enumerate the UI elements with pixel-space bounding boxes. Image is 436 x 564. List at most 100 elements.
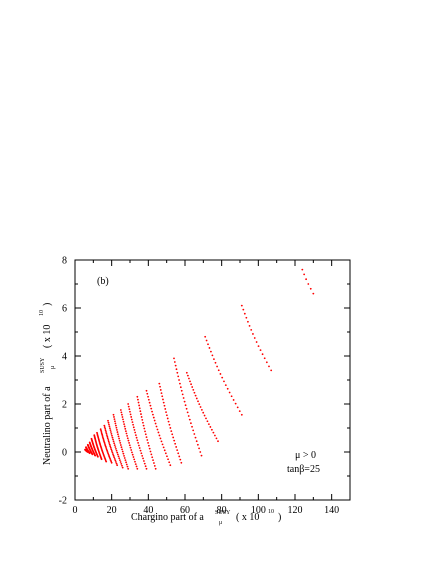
data-point — [150, 407, 153, 410]
data-point — [106, 449, 109, 452]
data-point — [185, 371, 188, 374]
y-tick-label: -2 — [59, 496, 67, 507]
data-point — [154, 422, 157, 425]
data-point — [198, 447, 200, 450]
data-point — [117, 433, 119, 436]
data-point — [139, 449, 142, 452]
data-point — [124, 459, 127, 462]
data-point — [119, 461, 122, 463]
data-point — [134, 460, 136, 463]
data-point — [112, 453, 114, 456]
data-point — [116, 431, 119, 433]
data-point — [232, 399, 235, 401]
data-point — [128, 442, 131, 444]
data-point — [247, 320, 249, 323]
data-point — [113, 444, 116, 447]
data-point — [111, 451, 114, 454]
data-point — [206, 420, 209, 423]
data-point — [268, 365, 270, 368]
data-point — [107, 421, 110, 424]
data-point — [132, 456, 135, 458]
data-point — [109, 459, 112, 462]
data-point — [136, 439, 139, 442]
svg-text:10: 10 — [39, 310, 45, 316]
data-point — [128, 444, 131, 447]
data-point — [176, 449, 179, 452]
y-tick-label: 8 — [62, 256, 67, 267]
data-point — [127, 405, 130, 408]
y-tick-label: 4 — [62, 352, 67, 363]
data-point — [122, 452, 125, 455]
data-point — [109, 445, 112, 448]
data-point — [162, 446, 165, 449]
data-point — [190, 422, 192, 425]
data-point — [173, 357, 175, 360]
data-point — [184, 404, 187, 407]
data-point — [165, 414, 168, 417]
data-point — [216, 365, 218, 368]
data-point — [158, 382, 161, 385]
data-point — [152, 416, 155, 419]
data-point — [159, 385, 161, 388]
data-point — [111, 434, 113, 437]
data-point — [150, 453, 153, 456]
data-point — [119, 441, 122, 444]
data-point — [166, 455, 168, 458]
data-point — [138, 407, 141, 410]
data-point — [126, 434, 129, 437]
data-point — [129, 446, 132, 449]
data-point — [108, 423, 110, 426]
data-point — [114, 420, 116, 423]
data-point — [270, 369, 273, 372]
data-point — [174, 442, 177, 445]
data-point — [120, 462, 123, 465]
data-point — [163, 449, 166, 452]
data-point — [145, 389, 148, 392]
data-point — [115, 462, 118, 465]
data-point — [134, 431, 137, 434]
data-point — [173, 439, 176, 442]
data-point — [253, 337, 256, 339]
data-point — [140, 416, 143, 418]
data-point — [106, 437, 109, 440]
x-tick-label: 60 — [180, 505, 190, 516]
data-point — [137, 401, 140, 404]
x-axis-title: Chargino part of a μ SUSY ( x 10 10 ) — [131, 509, 281, 526]
data-point — [121, 464, 123, 467]
x-tick-label: 120 — [288, 505, 303, 516]
data-point — [236, 406, 239, 409]
data-point — [118, 457, 121, 460]
data-point — [133, 458, 136, 461]
data-point — [242, 308, 245, 311]
data-point — [140, 452, 143, 455]
data-point — [182, 397, 185, 399]
data-point — [177, 452, 180, 455]
data-point — [134, 434, 137, 436]
data-point — [186, 374, 189, 377]
data-point — [257, 345, 260, 347]
data-point — [224, 384, 227, 386]
data-point — [140, 413, 142, 415]
data-point — [200, 454, 203, 457]
data-point — [160, 392, 163, 394]
data-point — [168, 461, 171, 464]
data-point — [115, 426, 118, 429]
data-point — [312, 292, 315, 295]
data-point — [121, 448, 123, 451]
data-point — [137, 441, 140, 444]
data-point — [167, 458, 169, 461]
data-point — [119, 459, 121, 462]
data-point — [121, 413, 123, 416]
data-point — [103, 426, 106, 429]
data-point — [175, 368, 178, 371]
data-point — [112, 440, 115, 443]
data-point — [191, 425, 193, 428]
data-point — [147, 441, 149, 444]
data-point — [168, 423, 171, 426]
data-point — [172, 436, 175, 439]
data-point — [193, 433, 196, 435]
x-tick-label: 100 — [251, 505, 266, 516]
data-point — [183, 400, 186, 403]
data-point — [145, 436, 148, 439]
data-points — [84, 268, 315, 470]
